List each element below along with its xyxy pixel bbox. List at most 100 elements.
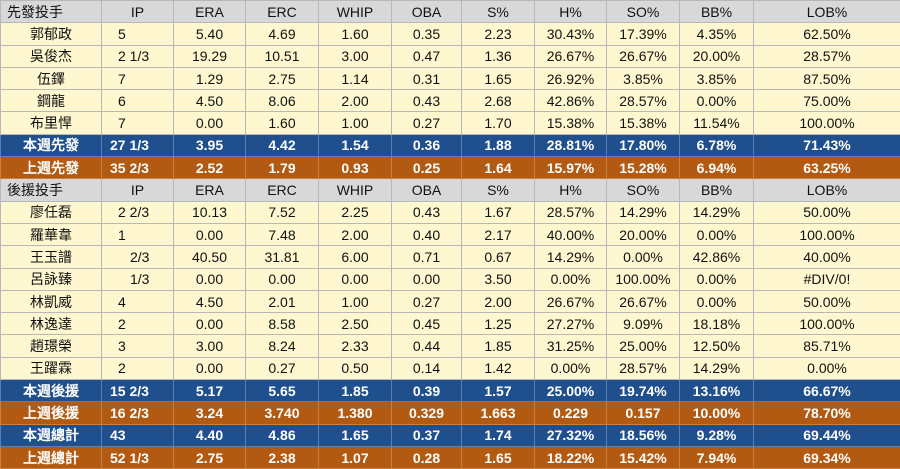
stat-cell: S% [462,179,535,201]
stat-cell: 2.17 [462,223,535,245]
stat-cell: 0.43 [392,201,462,223]
row-label-cell: 王躍霖 [1,357,102,379]
stat-cell: SO% [607,1,680,23]
stat-cell: 42.86% [680,246,754,268]
row-label-cell: 後援投手 [1,179,102,201]
ip-cell: 16 2/3 [102,402,174,424]
stat-cell: 0.71 [392,246,462,268]
stat-cell: 2.00 [319,90,392,112]
stat-cell: 0.00 [246,268,319,290]
stat-cell: 0.27 [246,357,319,379]
stat-cell: 17.80% [607,134,680,156]
stat-cell: 28.81% [535,134,607,156]
stat-cell: 10.51 [246,45,319,67]
stat-cell: 25.00% [535,380,607,402]
ip-cell: 7 [102,67,174,89]
stat-cell: 2.75 [174,446,246,468]
stat-cell: 1.36 [462,45,535,67]
ip-cell: 35 2/3 [102,157,174,179]
stat-cell: 4.50 [174,290,246,312]
stat-cell: 3.00 [174,335,246,357]
row-label-cell: 先發投手 [1,1,102,23]
stat-cell: 0.00% [535,357,607,379]
stat-cell: 13.16% [680,380,754,402]
stat-cell: 8.24 [246,335,319,357]
stat-cell: 18.18% [680,313,754,335]
row-label-cell: 廖任磊 [1,201,102,223]
stat-cell: 12.50% [680,335,754,357]
row-label-cell: 吳俊杰 [1,45,102,67]
stat-cell: 7.52 [246,201,319,223]
stat-cell: 14.29% [535,246,607,268]
stat-cell: 5.40 [174,23,246,45]
ip-cell: 4 [102,290,174,312]
stat-cell: 100.00% [607,268,680,290]
stat-cell: 4.50 [174,90,246,112]
stat-cell: 1.70 [462,112,535,134]
stat-cell: 78.70% [754,402,900,424]
stat-cell: 0.00 [319,268,392,290]
stat-cell: 0.14 [392,357,462,379]
stat-cell: OBA [392,1,462,23]
stat-cell: WHIP [319,1,392,23]
stat-cell: 100.00% [754,223,900,245]
ip-cell: 43 [102,424,174,446]
stat-cell: 19.29 [174,45,246,67]
stat-cell: 0.00% [680,290,754,312]
stat-cell: 26.67% [535,45,607,67]
stat-cell: LOB% [754,179,900,201]
stat-cell: #DIV/0! [754,268,900,290]
stat-cell: 3.95 [174,134,246,156]
ip-cell: 2 [102,357,174,379]
stat-cell: 0.40 [392,223,462,245]
stat-cell: 8.58 [246,313,319,335]
ip-cell: 3 [102,335,174,357]
stat-cell: 9.09% [607,313,680,335]
stat-cell: 26.92% [535,67,607,89]
stat-cell: 28.57% [607,357,680,379]
stat-cell: 0.00 [174,313,246,335]
stat-cell: 0.229 [535,402,607,424]
row-label-cell: 伍鐸 [1,67,102,89]
stat-cell: 8.06 [246,90,319,112]
stat-cell: 3.50 [462,268,535,290]
ip-cell: 7 [102,112,174,134]
stat-cell: 40.00% [535,223,607,245]
stat-cell: 9.28% [680,424,754,446]
stat-cell: 6.00 [319,246,392,268]
stat-cell: 40.00% [754,246,900,268]
row-label-cell: 郭郁政 [1,23,102,45]
stat-cell: 1.60 [246,112,319,134]
stat-cell: 26.67% [535,290,607,312]
ip-cell: 2 [102,313,174,335]
stat-cell: ERC [246,1,319,23]
stat-cell: 1.88 [462,134,535,156]
stat-cell: 1.42 [462,357,535,379]
row-label-cell: 羅華韋 [1,223,102,245]
stat-cell: 11.54% [680,112,754,134]
stat-cell: 5.17 [174,380,246,402]
stat-cell: 18.56% [607,424,680,446]
stat-cell: 3.85% [680,67,754,89]
stat-cell: 27.32% [535,424,607,446]
stat-cell: 0.00 [174,112,246,134]
stat-cell: 1.57 [462,380,535,402]
stat-cell: 15.42% [607,446,680,468]
stat-cell: 0.45 [392,313,462,335]
stat-cell: 0.50 [319,357,392,379]
stat-cell: 0.27 [392,290,462,312]
ip-cell: 2 2/3 [102,201,174,223]
stat-cell: SO% [607,179,680,201]
stat-cell: 0.00% [607,246,680,268]
ip-cell: 27 1/3 [102,134,174,156]
stat-cell: 20.00% [607,223,680,245]
stat-cell: 15.38% [535,112,607,134]
stat-cell: 1.00 [319,112,392,134]
row-label-cell: 林凱威 [1,290,102,312]
